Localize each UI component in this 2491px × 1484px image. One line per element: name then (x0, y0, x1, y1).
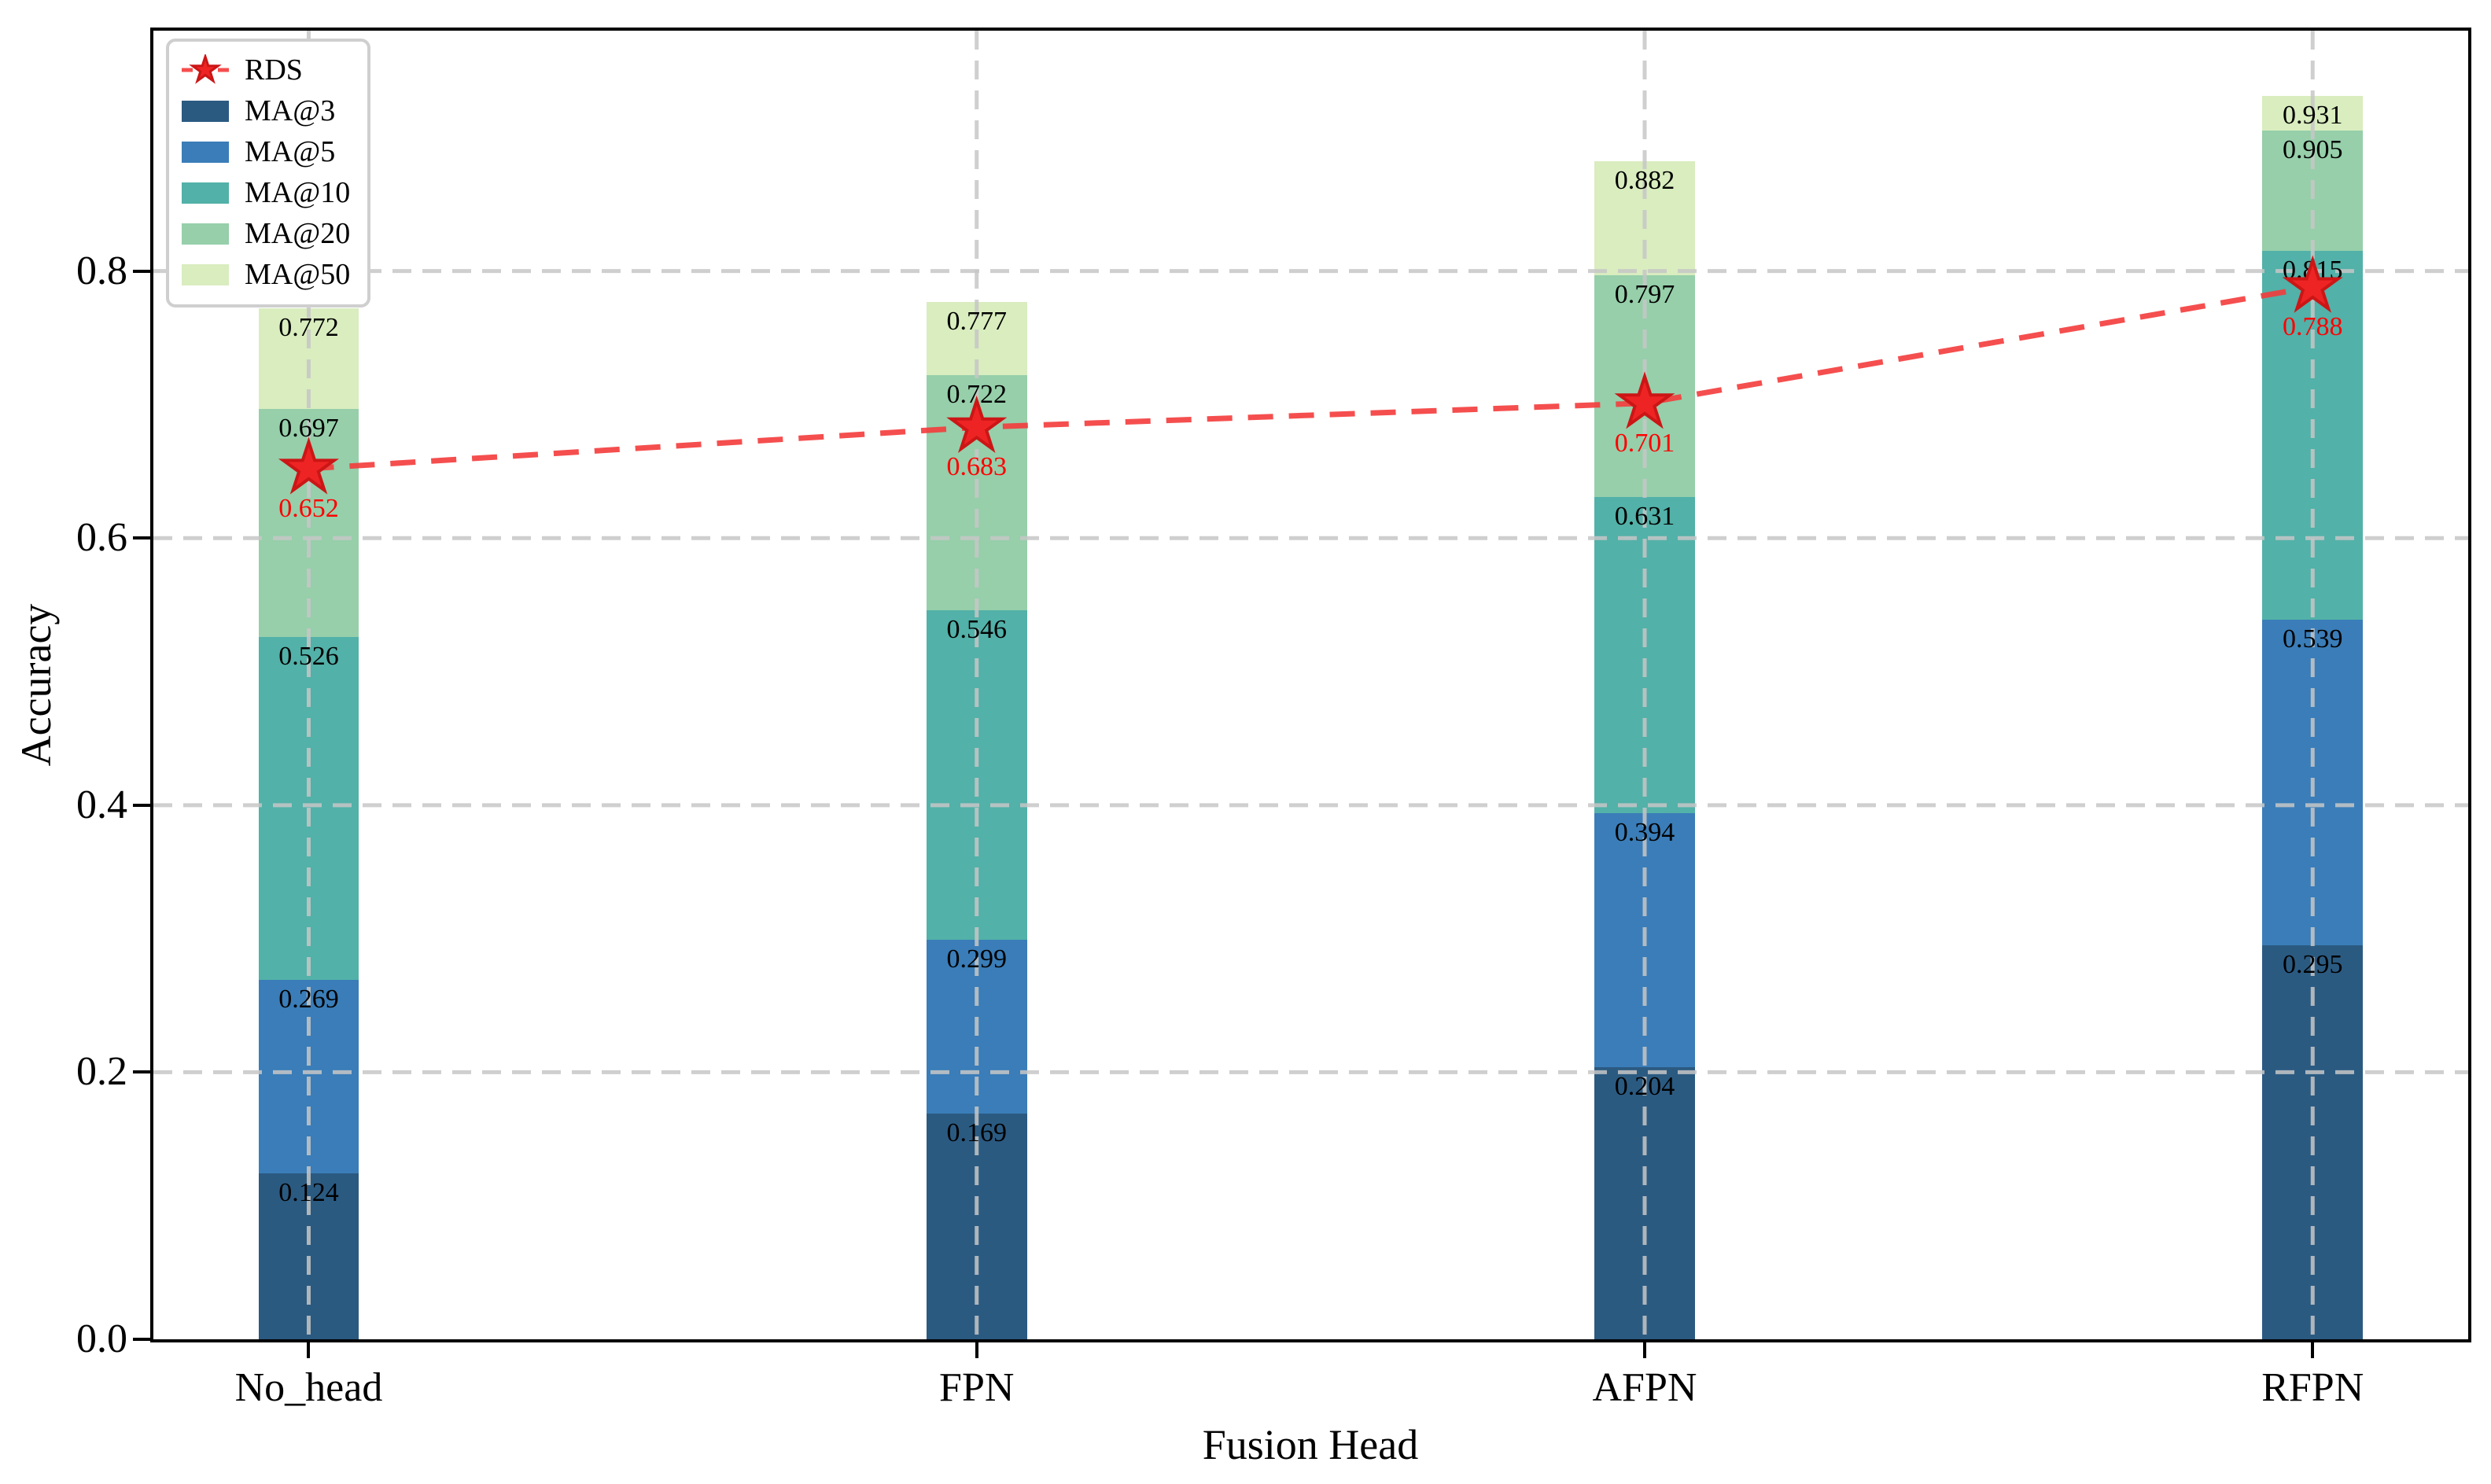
x-tick-label: No_head (234, 1365, 383, 1410)
value-label: 0.269 (278, 985, 339, 1014)
legend-label: RDS (245, 53, 303, 87)
y-tick-label: 0.4 (76, 782, 127, 827)
y-tick-label: 0.8 (76, 248, 127, 293)
legend-label: MA@20 (245, 217, 351, 250)
value-label: 0.905 (2283, 135, 2343, 165)
plot-area: 0.124 0.269 0.526 0.697 0.772 0.169 0.299 0.546… (150, 28, 2471, 1342)
rds-labels-layer: 0.652 0.683 0.701 0.788 (153, 31, 2468, 1339)
y-tick-label: 0.2 (76, 1049, 127, 1095)
y-tick-label: 0.6 (76, 515, 127, 561)
value-label: 0.777 (946, 306, 1007, 336)
rds-value-label: 0.788 (2283, 312, 2343, 341)
y-axis-label: Accuracy (13, 603, 60, 767)
legend: RDS MA@3 MA@5 MA@10 MA@20 MA@50 (166, 39, 371, 307)
x-tick (307, 1342, 311, 1358)
legend-label: MA@10 (245, 176, 351, 209)
value-label: 0.631 (1614, 501, 1675, 531)
x-tick-label: FPN (939, 1365, 1015, 1410)
rds-value-label: 0.683 (946, 452, 1007, 482)
value-label: 0.539 (2283, 624, 2343, 654)
rds-value-label: 0.652 (278, 493, 339, 523)
x-tick (2311, 1342, 2315, 1358)
x-tick-label: AFPN (1592, 1365, 1697, 1410)
value-label: 0.772 (278, 313, 339, 343)
legend-swatch-MA@10 (182, 182, 229, 204)
rds-line (278, 255, 2343, 495)
value-labels-layer: 0.124 0.269 0.526 0.697 0.772 0.169 0.299 0.546… (153, 31, 2468, 1339)
legend-item-MA@50: MA@50 (182, 254, 350, 295)
value-label: 0.931 (2283, 101, 2343, 131)
legend-item-RDS: RDS (182, 50, 350, 90)
value-label: 0.124 (278, 1178, 339, 1208)
y-tick-label: 0.0 (76, 1316, 127, 1361)
legend-swatch-MA@5 (182, 141, 229, 163)
legend-item-MA@5: MA@5 (182, 131, 350, 172)
y-tick (133, 803, 150, 807)
value-label: 0.394 (1614, 818, 1675, 847)
value-label: 0.204 (1614, 1071, 1675, 1101)
y-tick (133, 1070, 150, 1074)
legend-item-MA@10: MA@10 (182, 172, 350, 213)
legend-swatch-MA@20 (182, 223, 229, 245)
value-label: 0.546 (946, 614, 1007, 644)
legend-swatch-MA@50 (182, 263, 229, 285)
legend-swatch-MA@3 (182, 100, 229, 122)
y-tick (133, 536, 150, 540)
value-label: 0.169 (946, 1118, 1007, 1148)
gridlines (153, 31, 2468, 1339)
value-label: 0.797 (1614, 279, 1675, 309)
legend-item-MA@3: MA@3 (182, 90, 350, 131)
y-tick (133, 1338, 150, 1341)
legend-label: MA@3 (245, 94, 336, 127)
value-label: 0.526 (278, 641, 339, 671)
legend-label: MA@50 (245, 258, 351, 291)
value-label: 0.299 (946, 945, 1007, 974)
rds-value-label: 0.701 (1614, 428, 1675, 458)
y-tick (133, 269, 150, 273)
x-tick (1642, 1342, 1646, 1358)
x-axis-label: Fusion Head (1202, 1421, 1419, 1468)
x-tick-label: RFPN (2261, 1365, 2364, 1410)
value-label: 0.882 (1614, 166, 1675, 196)
legend-label: MA@5 (245, 135, 336, 168)
x-tick (975, 1342, 978, 1358)
value-label: 0.295 (2283, 950, 2343, 980)
legend-item-MA@20: MA@20 (182, 213, 350, 254)
rds-legend-marker (182, 54, 229, 84)
